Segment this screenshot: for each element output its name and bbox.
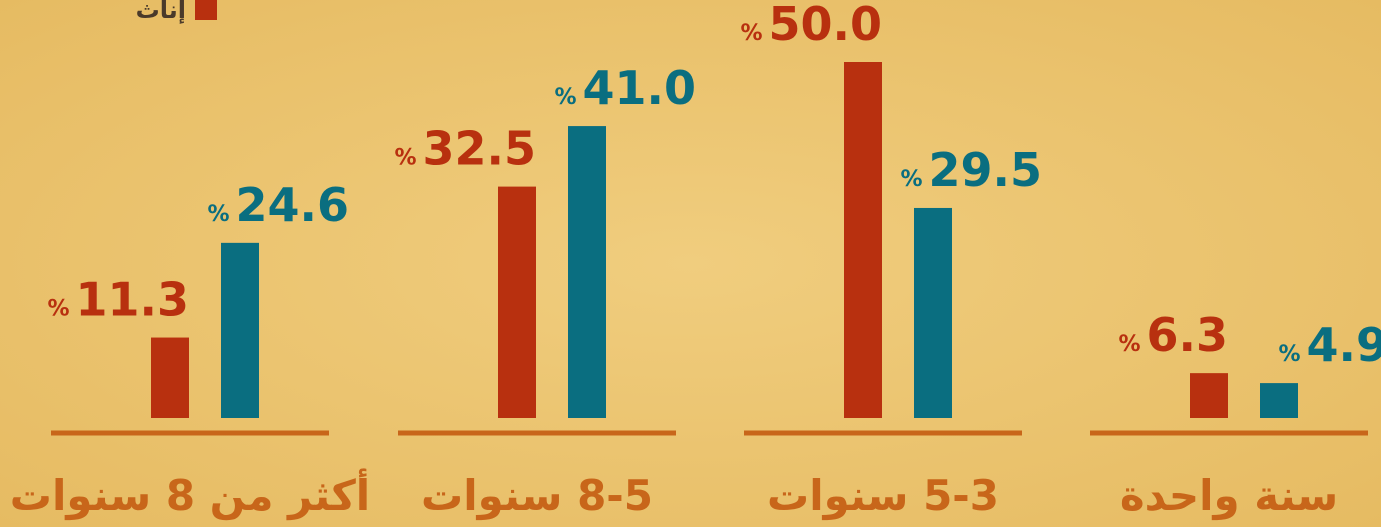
unit-label: % (900, 167, 922, 192)
bar (844, 62, 882, 418)
unit-label: % (1118, 332, 1140, 357)
value-label: % 32.5 (394, 122, 536, 176)
value-label: % 24.6 (207, 178, 349, 232)
bar (1190, 373, 1228, 418)
bar (568, 126, 606, 418)
unit-label: % (207, 202, 229, 227)
x-tick-label: أكثر من 8 سنوات (10, 468, 370, 521)
legend-swatch (195, 0, 217, 20)
value-number: 50.0 (769, 0, 883, 51)
value-number: 11.3 (76, 273, 190, 327)
value-label: % 11.3 (47, 273, 189, 327)
value-number: 24.6 (236, 178, 350, 232)
unit-label: % (554, 85, 576, 110)
value-label: % 29.5 (900, 143, 1042, 197)
x-tick-label: سنة واحدة (1120, 471, 1338, 521)
value-number: 32.5 (423, 122, 537, 176)
value-label: % 6.3 (1118, 308, 1228, 362)
bar (914, 207, 952, 418)
value-label: % 50.0 (740, 0, 882, 51)
value-label: % 41.0 (554, 61, 696, 115)
legend-label: إناث (136, 0, 186, 24)
x-tick-label: 8-5 سنوات (421, 471, 653, 521)
unit-label: % (740, 21, 762, 46)
bar (151, 337, 189, 418)
unit-label: % (394, 146, 416, 171)
value-number: 41.0 (583, 61, 697, 115)
bar (221, 242, 259, 418)
value-label: % 4.9 (1278, 318, 1381, 372)
value-number: 4.9 (1307, 318, 1381, 372)
value-number: 29.5 (929, 143, 1043, 197)
value-number: 6.3 (1147, 308, 1229, 362)
x-tick-label: 5-3 سنوات (767, 471, 999, 521)
unit-label: % (1278, 342, 1300, 367)
bar (498, 186, 536, 418)
unit-label: % (47, 297, 69, 322)
bar (1260, 383, 1298, 418)
